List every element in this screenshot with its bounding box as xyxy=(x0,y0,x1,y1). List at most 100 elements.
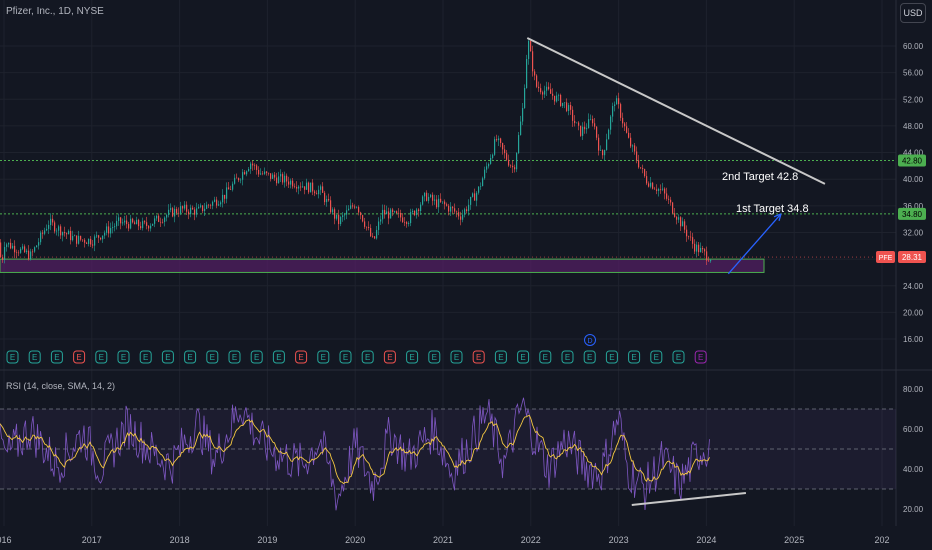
candle xyxy=(84,239,86,243)
y-tick-label: 20.00 xyxy=(903,308,924,317)
candle xyxy=(194,209,196,215)
candle xyxy=(612,106,614,117)
earnings-marker-label: E xyxy=(54,353,59,362)
candle xyxy=(44,230,46,234)
candle xyxy=(226,187,228,199)
candle xyxy=(484,169,486,179)
candle xyxy=(28,250,30,260)
candle xyxy=(310,182,312,193)
candle xyxy=(126,220,128,225)
candle xyxy=(100,237,102,240)
candle xyxy=(144,221,146,223)
candle xyxy=(514,167,516,170)
candle xyxy=(378,221,380,230)
candle xyxy=(138,219,140,227)
candle xyxy=(382,209,384,220)
candle xyxy=(274,174,276,178)
candle xyxy=(586,128,588,130)
earnings-marker-label: E xyxy=(454,353,459,362)
candle xyxy=(616,98,618,105)
candle xyxy=(690,236,692,238)
rsi-tick-label: 20.00 xyxy=(903,505,924,514)
symbol-tag xyxy=(876,251,895,264)
candle xyxy=(260,173,262,175)
candle xyxy=(656,189,658,191)
candle xyxy=(224,194,226,199)
candle xyxy=(276,177,278,184)
rsi-tick-label: 40.00 xyxy=(903,465,924,474)
y-tick-label: 16.00 xyxy=(903,335,924,344)
candle xyxy=(12,245,14,249)
candle xyxy=(416,209,418,216)
candle xyxy=(602,150,604,156)
candle xyxy=(406,222,408,224)
last-price-label: 28.31 xyxy=(902,253,923,262)
earnings-marker-label: E xyxy=(276,353,281,362)
candle xyxy=(252,163,254,166)
candle xyxy=(188,211,190,215)
candle xyxy=(106,226,108,233)
candle xyxy=(346,210,348,215)
earnings-marker xyxy=(250,350,263,364)
candle xyxy=(114,226,116,228)
earnings-marker xyxy=(428,350,441,364)
candle xyxy=(56,230,58,232)
candle xyxy=(362,215,364,222)
earnings-marker-label: E xyxy=(587,353,592,362)
last-price-tag xyxy=(898,251,926,264)
candle xyxy=(22,246,24,249)
candle xyxy=(434,199,436,201)
x-tick-label: 2022 xyxy=(521,535,541,545)
earnings-marker-label: E xyxy=(121,353,126,362)
candle xyxy=(254,165,256,167)
candle xyxy=(216,199,218,206)
candle xyxy=(560,94,562,107)
earnings-marker xyxy=(6,350,19,364)
earnings-marker-label: E xyxy=(298,353,303,362)
earnings-marker-label: E xyxy=(143,353,148,362)
candle xyxy=(570,105,572,110)
y-tick-label: 48.00 xyxy=(903,122,924,131)
candle xyxy=(82,239,84,241)
candle xyxy=(240,179,242,181)
candle xyxy=(184,204,186,209)
candle xyxy=(668,198,670,200)
candle xyxy=(160,221,162,223)
target-1-label: 1st Target 34.8 xyxy=(736,203,809,215)
candle xyxy=(166,215,168,218)
candle xyxy=(650,182,652,187)
candle xyxy=(18,252,20,254)
candle xyxy=(58,226,60,231)
candle xyxy=(156,215,158,219)
candle xyxy=(250,163,252,170)
earnings-marker xyxy=(583,350,596,364)
candle xyxy=(4,246,6,260)
earnings-marker xyxy=(694,350,707,364)
y-tick-label: 56.00 xyxy=(903,69,924,78)
candle xyxy=(566,102,568,111)
candle xyxy=(272,174,274,179)
candle xyxy=(680,217,682,227)
candle xyxy=(302,186,304,188)
candle xyxy=(304,186,306,190)
candle xyxy=(162,221,164,223)
candle xyxy=(128,224,130,229)
currency-button[interactable]: USD xyxy=(900,3,926,23)
candle xyxy=(398,212,400,214)
candle xyxy=(322,186,324,193)
candle xyxy=(202,205,204,212)
candle xyxy=(480,186,482,187)
candle xyxy=(638,160,640,168)
candle xyxy=(636,151,638,161)
candle xyxy=(324,192,326,203)
candle xyxy=(542,92,544,95)
candle xyxy=(498,138,500,141)
candle xyxy=(408,223,410,224)
candle xyxy=(432,194,434,201)
candle xyxy=(508,159,510,166)
rsi-divergence-line xyxy=(631,492,747,506)
candle xyxy=(72,236,74,241)
candle xyxy=(548,86,550,90)
candle xyxy=(682,221,684,227)
